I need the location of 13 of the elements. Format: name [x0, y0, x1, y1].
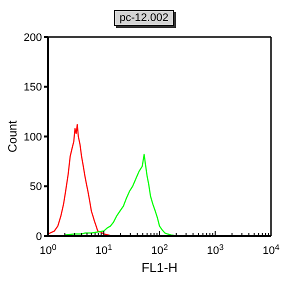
x-tick-label: 10$^{3}$ [206, 242, 224, 257]
x-tick-label: 10$^{4}$ [262, 242, 280, 257]
x-tick-label: 10$^{1}$ [95, 242, 113, 257]
x-tick-label: 10$^{0}$ [40, 242, 57, 257]
y-tick-label: 100 [24, 131, 42, 144]
chart-title: pc-12.002 [114, 10, 174, 26]
x-tick-label: 10$^{2}$ [151, 242, 168, 257]
x-axis-title: FL1-H [141, 260, 178, 275]
y-axis-title: Count [5, 120, 20, 153]
y-tick-label: 150 [24, 82, 42, 94]
y-tick-label: 0 [36, 230, 42, 243]
y-tick-label: 200 [24, 32, 42, 44]
y-tick-label: 50 [30, 181, 42, 194]
